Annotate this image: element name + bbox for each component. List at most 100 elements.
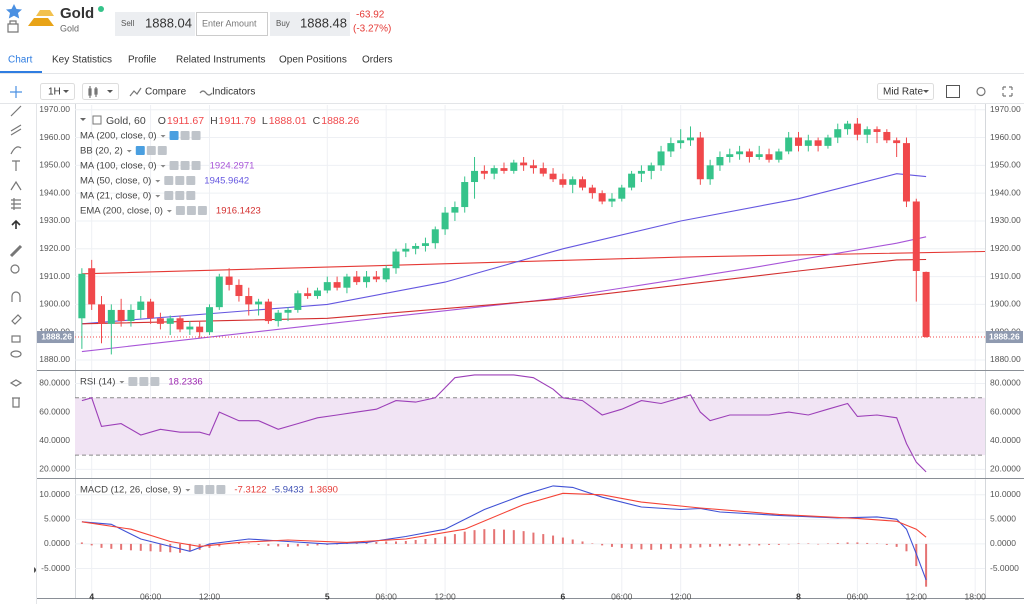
x-tick-label: 12:00 <box>906 591 928 601</box>
y-tick-label-right: 60.0000 <box>990 406 1021 416</box>
remove-toggle[interactable] <box>150 377 160 386</box>
y-tick-label-left: 1960.00 <box>39 132 70 142</box>
settings-button[interactable] <box>976 86 986 97</box>
settings-toggle[interactable] <box>146 146 156 155</box>
candle-body <box>156 318 164 324</box>
arrow-tool[interactable] <box>11 219 21 229</box>
lock-drawings[interactable] <box>11 314 22 325</box>
visibility-toggle[interactable] <box>194 485 204 494</box>
lock-tool[interactable] <box>11 335 21 343</box>
fullscreen-button[interactable] <box>1002 86 1013 97</box>
tab[interactable]: Open Positions <box>279 55 347 66</box>
candle-body <box>834 129 842 138</box>
candle-body <box>824 137 832 146</box>
collapse-toolbar[interactable] <box>34 567 37 573</box>
trendline-tool[interactable] <box>10 105 22 117</box>
histogram-bar <box>188 543 191 552</box>
settings-toggle[interactable] <box>180 131 190 140</box>
settings-toggle[interactable] <box>175 191 185 200</box>
settings-toggle[interactable] <box>180 161 190 170</box>
delete-tool[interactable] <box>12 397 20 408</box>
layers-tool[interactable] <box>9 379 23 387</box>
y-tick-label-right: 5.0000 <box>990 514 1016 524</box>
text-tool[interactable] <box>12 160 20 171</box>
candle-body <box>245 296 253 305</box>
settings-toggle[interactable] <box>186 206 196 215</box>
snapshot-button[interactable] <box>946 85 960 98</box>
visibility-toggle[interactable] <box>128 377 138 386</box>
settings-toggle[interactable] <box>205 485 215 494</box>
histogram-bar <box>100 543 103 548</box>
histogram-bar <box>601 543 604 546</box>
candle-body <box>794 137 802 146</box>
visibility-toggle[interactable] <box>164 191 174 200</box>
candle-body <box>147 301 155 319</box>
zoom-tool[interactable] <box>10 264 20 274</box>
sell-button[interactable] <box>115 12 195 36</box>
ohlc-value: 1911.67 <box>167 115 204 127</box>
alert-icon[interactable] <box>7 20 19 33</box>
compare-icon <box>129 87 142 97</box>
visibility-toggle[interactable] <box>175 206 185 215</box>
tab[interactable]: Orders <box>362 55 393 66</box>
y-tick-label-left: 60.0000 <box>39 406 70 416</box>
remove-toggle[interactable] <box>191 161 201 170</box>
visibility-toggle[interactable] <box>135 146 145 155</box>
candle-body <box>765 154 773 160</box>
remove-toggle[interactable] <box>157 146 167 155</box>
candle-body <box>893 140 901 144</box>
favorite-star[interactable] <box>6 4 22 19</box>
candle-body <box>706 165 714 180</box>
visibility-toggle[interactable] <box>169 131 179 140</box>
ruler-tool[interactable] <box>9 244 23 258</box>
histogram-bar <box>885 543 888 545</box>
magnet-tool[interactable] <box>11 291 21 302</box>
settings-toggle[interactable] <box>139 377 149 386</box>
compare-button[interactable]: Compare <box>145 87 187 98</box>
pattern-tool[interactable] <box>10 180 22 191</box>
candle-body <box>667 143 675 152</box>
channel-tool[interactable] <box>10 124 22 136</box>
histogram-bar <box>424 539 427 544</box>
visibility-toggle[interactable] <box>164 176 174 185</box>
candle-body <box>736 151 744 155</box>
active-tab-underline <box>0 71 42 73</box>
remove-toggle[interactable] <box>191 131 201 140</box>
candle-body <box>559 179 567 185</box>
buy-button[interactable] <box>270 12 350 36</box>
amount-input[interactable] <box>196 12 268 36</box>
remove-toggle[interactable] <box>186 191 196 200</box>
hide-tool[interactable] <box>10 350 22 358</box>
candle-body <box>500 168 508 171</box>
ohlc-label: H <box>210 115 218 127</box>
indicator-value: 1945.9642 <box>204 176 249 187</box>
settings-toggle[interactable] <box>175 176 185 185</box>
crosshair-tool[interactable] <box>10 86 22 98</box>
indicators-button[interactable]: Indicators <box>212 87 255 98</box>
drawing-toolbar <box>9 86 23 408</box>
candle-body <box>775 151 783 160</box>
remove-toggle[interactable] <box>186 176 196 185</box>
brush-tool[interactable] <box>10 146 22 155</box>
candle-body <box>696 137 704 180</box>
chart-type-select[interactable] <box>82 83 119 100</box>
histogram-bar <box>453 534 456 544</box>
visibility-toggle[interactable] <box>169 161 179 170</box>
tab[interactable]: Chart <box>8 55 33 66</box>
candle-body <box>215 276 223 308</box>
tab[interactable]: Key Statistics <box>52 55 112 66</box>
remove-toggle[interactable] <box>216 485 226 494</box>
histogram-bar <box>139 543 142 551</box>
candle-body <box>107 309 115 324</box>
remove-toggle[interactable] <box>197 206 207 215</box>
histogram-bar <box>129 543 132 551</box>
tab[interactable]: Profile <box>128 55 157 66</box>
histogram-bar <box>149 543 152 552</box>
fib-tool[interactable] <box>11 198 21 210</box>
histogram-bar <box>905 543 908 552</box>
tab[interactable]: Related Instruments <box>176 55 266 66</box>
interval-select[interactable] <box>40 83 75 100</box>
candle-body <box>520 162 528 166</box>
price-mode-select[interactable] <box>877 83 934 100</box>
